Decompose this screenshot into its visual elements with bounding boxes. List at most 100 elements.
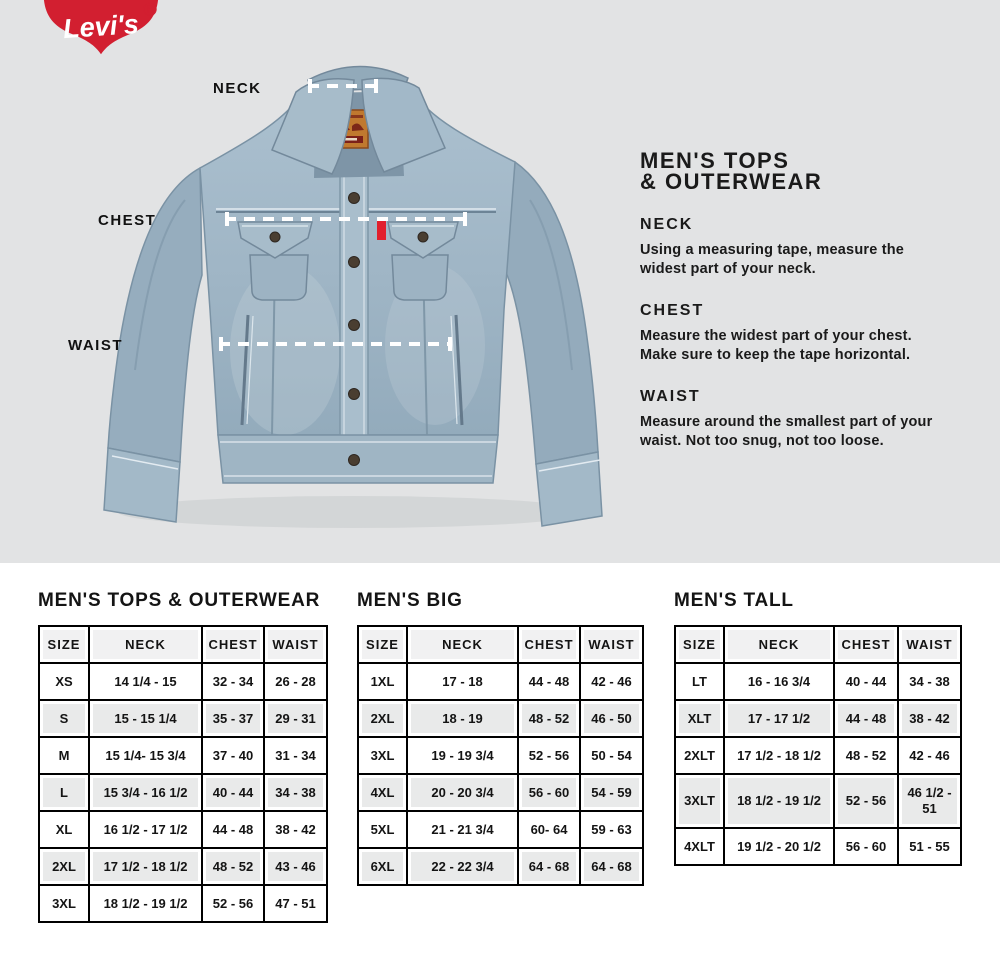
size-table-block-tall: MEN'S TALL SIZE NECK CHEST WAIST LT 16 -… bbox=[674, 590, 962, 866]
size-table: SIZE NECK CHEST WAIST 1XL 17 - 18 44 - 4… bbox=[357, 625, 644, 886]
neck-cell: 18 - 19 bbox=[406, 699, 519, 738]
waist-measure-line bbox=[219, 337, 452, 351]
waist-cell: 51 - 55 bbox=[897, 827, 962, 866]
neck-cell: 21 - 21 3/4 bbox=[406, 810, 519, 849]
table-header-row: SIZE NECK CHEST WAIST bbox=[38, 625, 328, 664]
size-cell: 5XL bbox=[357, 810, 408, 849]
column-header: CHEST bbox=[833, 625, 899, 664]
red-tab-icon bbox=[377, 220, 386, 240]
neck-cell: 18 1/2 - 19 1/2 bbox=[88, 884, 203, 923]
waist-cell: 54 - 59 bbox=[579, 773, 644, 812]
denim-jacket-illustration bbox=[103, 65, 603, 528]
chest-cell: 32 - 34 bbox=[201, 662, 265, 701]
waist-cell: 29 - 31 bbox=[263, 699, 328, 738]
waist-cell: 42 - 46 bbox=[897, 736, 962, 775]
table-row: XL 16 1/2 - 17 1/2 44 - 48 38 - 42 bbox=[38, 810, 328, 849]
hero-section: Levi's ® bbox=[0, 0, 1000, 563]
table-row: L 15 3/4 - 16 1/2 40 - 44 34 - 38 bbox=[38, 773, 328, 812]
table-title: MEN'S TALL bbox=[674, 590, 794, 611]
size-table-block-big: MEN'S BIG SIZE NECK CHEST WAIST 1XL 17 -… bbox=[357, 590, 644, 886]
column-header: WAIST bbox=[579, 625, 644, 664]
size-cell: LT bbox=[674, 662, 725, 701]
chest-cell: 52 - 56 bbox=[517, 736, 581, 775]
chest-cell: 52 - 56 bbox=[833, 773, 899, 829]
size-cell: L bbox=[38, 773, 90, 812]
table-row: 4XLT 19 1/2 - 20 1/2 56 - 60 51 - 55 bbox=[674, 827, 962, 866]
size-cell: 3XL bbox=[357, 736, 408, 775]
column-header: SIZE bbox=[38, 625, 90, 664]
chest-cell: 35 - 37 bbox=[201, 699, 265, 738]
waist-cell: 38 - 42 bbox=[263, 810, 328, 849]
size-cell: 2XL bbox=[38, 847, 90, 886]
column-header: WAIST bbox=[263, 625, 328, 664]
chest-label: CHEST bbox=[98, 212, 157, 229]
chest-cell: 52 - 56 bbox=[201, 884, 265, 923]
size-cell: 3XL bbox=[38, 884, 90, 923]
guide-section-chest: CHEST Measure the widest part of your ch… bbox=[640, 302, 940, 364]
jacket-right-sleeve bbox=[504, 160, 603, 527]
guide-neck-heading: NECK bbox=[640, 216, 694, 233]
neck-cell: 16 - 16 3/4 bbox=[723, 662, 835, 701]
chest-cell: 48 - 52 bbox=[517, 699, 581, 738]
chest-cell: 40 - 44 bbox=[201, 773, 265, 812]
waist-cell: 31 - 34 bbox=[263, 736, 328, 775]
table-row: 3XL 18 1/2 - 19 1/2 52 - 56 47 - 51 bbox=[38, 884, 328, 923]
waist-cell: 42 - 46 bbox=[579, 662, 644, 701]
table-row: LT 16 - 16 3/4 40 - 44 34 - 38 bbox=[674, 662, 962, 701]
chest-cell: 40 - 44 bbox=[833, 662, 899, 701]
neck-cell: 20 - 20 3/4 bbox=[406, 773, 519, 812]
size-cell: XS bbox=[38, 662, 90, 701]
waist-cell: 50 - 54 bbox=[579, 736, 644, 775]
neck-cell: 16 1/2 - 17 1/2 bbox=[88, 810, 203, 849]
guide-chest-text: Measure the widest part of your chest. M… bbox=[640, 328, 912, 363]
size-cell: 3XLT bbox=[674, 773, 725, 829]
neck-cell: 17 1/2 - 18 1/2 bbox=[723, 736, 835, 775]
size-cell: 4XLT bbox=[674, 827, 725, 866]
size-cell: S bbox=[38, 699, 90, 738]
chest-cell: 37 - 40 bbox=[201, 736, 265, 775]
guide-chest-heading: CHEST bbox=[640, 302, 705, 319]
jacket-shadow bbox=[118, 496, 588, 528]
size-table-block-tops-outerwear: MEN'S TOPS & OUTERWEAR SIZE NECK CHEST W… bbox=[38, 590, 328, 923]
neck-cell: 15 3/4 - 16 1/2 bbox=[88, 773, 203, 812]
column-header: NECK bbox=[406, 625, 519, 664]
neck-cell: 19 - 19 3/4 bbox=[406, 736, 519, 775]
table-row: 5XL 21 - 21 3/4 60- 64 59 - 63 bbox=[357, 810, 644, 849]
neck-label: NECK bbox=[213, 80, 262, 97]
column-header: SIZE bbox=[674, 625, 725, 664]
table-header-row: SIZE NECK CHEST WAIST bbox=[357, 625, 644, 664]
table-title: MEN'S BIG bbox=[357, 590, 463, 611]
guide-waist-text: Measure around the smallest part of your… bbox=[640, 414, 933, 449]
waist-cell: 26 - 28 bbox=[263, 662, 328, 701]
size-cell: XLT bbox=[674, 699, 725, 738]
jacket-left-sleeve bbox=[103, 166, 203, 523]
registered-trademark-icon: ® bbox=[143, 0, 157, 21]
guide-waist-heading: WAIST bbox=[640, 388, 701, 405]
neck-cell: 19 1/2 - 20 1/2 bbox=[723, 827, 835, 866]
size-cell: 6XL bbox=[357, 847, 408, 886]
chest-cell: 48 - 52 bbox=[833, 736, 899, 775]
size-cell: 2XL bbox=[357, 699, 408, 738]
waist-cell: 34 - 38 bbox=[263, 773, 328, 812]
neck-cell: 17 - 17 1/2 bbox=[723, 699, 835, 738]
neck-measure-line bbox=[308, 79, 378, 93]
size-cell: M bbox=[38, 736, 90, 775]
column-header: NECK bbox=[723, 625, 835, 664]
waist-cell: 43 - 46 bbox=[263, 847, 328, 886]
waist-cell: 34 - 38 bbox=[897, 662, 962, 701]
waist-cell: 59 - 63 bbox=[579, 810, 644, 849]
neck-cell: 18 1/2 - 19 1/2 bbox=[723, 773, 835, 829]
size-table: SIZE NECK CHEST WAIST XS 14 1/4 - 15 32 … bbox=[38, 625, 328, 923]
waist-cell: 47 - 51 bbox=[263, 884, 328, 923]
guide-title-line2: & OUTERWEAR bbox=[640, 169, 823, 194]
levis-batwing-icon: Levi's bbox=[43, 0, 159, 55]
table-row: M 15 1/4- 15 3/4 37 - 40 31 - 34 bbox=[38, 736, 328, 775]
table-row: 6XL 22 - 22 3/4 64 - 68 64 - 68 bbox=[357, 847, 644, 886]
chest-cell: 48 - 52 bbox=[201, 847, 265, 886]
table-row: 3XL 19 - 19 3/4 52 - 56 50 - 54 bbox=[357, 736, 644, 775]
table-row: 2XLT 17 1/2 - 18 1/2 48 - 52 42 - 46 bbox=[674, 736, 962, 775]
column-header: NECK bbox=[88, 625, 203, 664]
chest-cell: 44 - 48 bbox=[833, 699, 899, 738]
jacket-buttons bbox=[269, 192, 429, 466]
